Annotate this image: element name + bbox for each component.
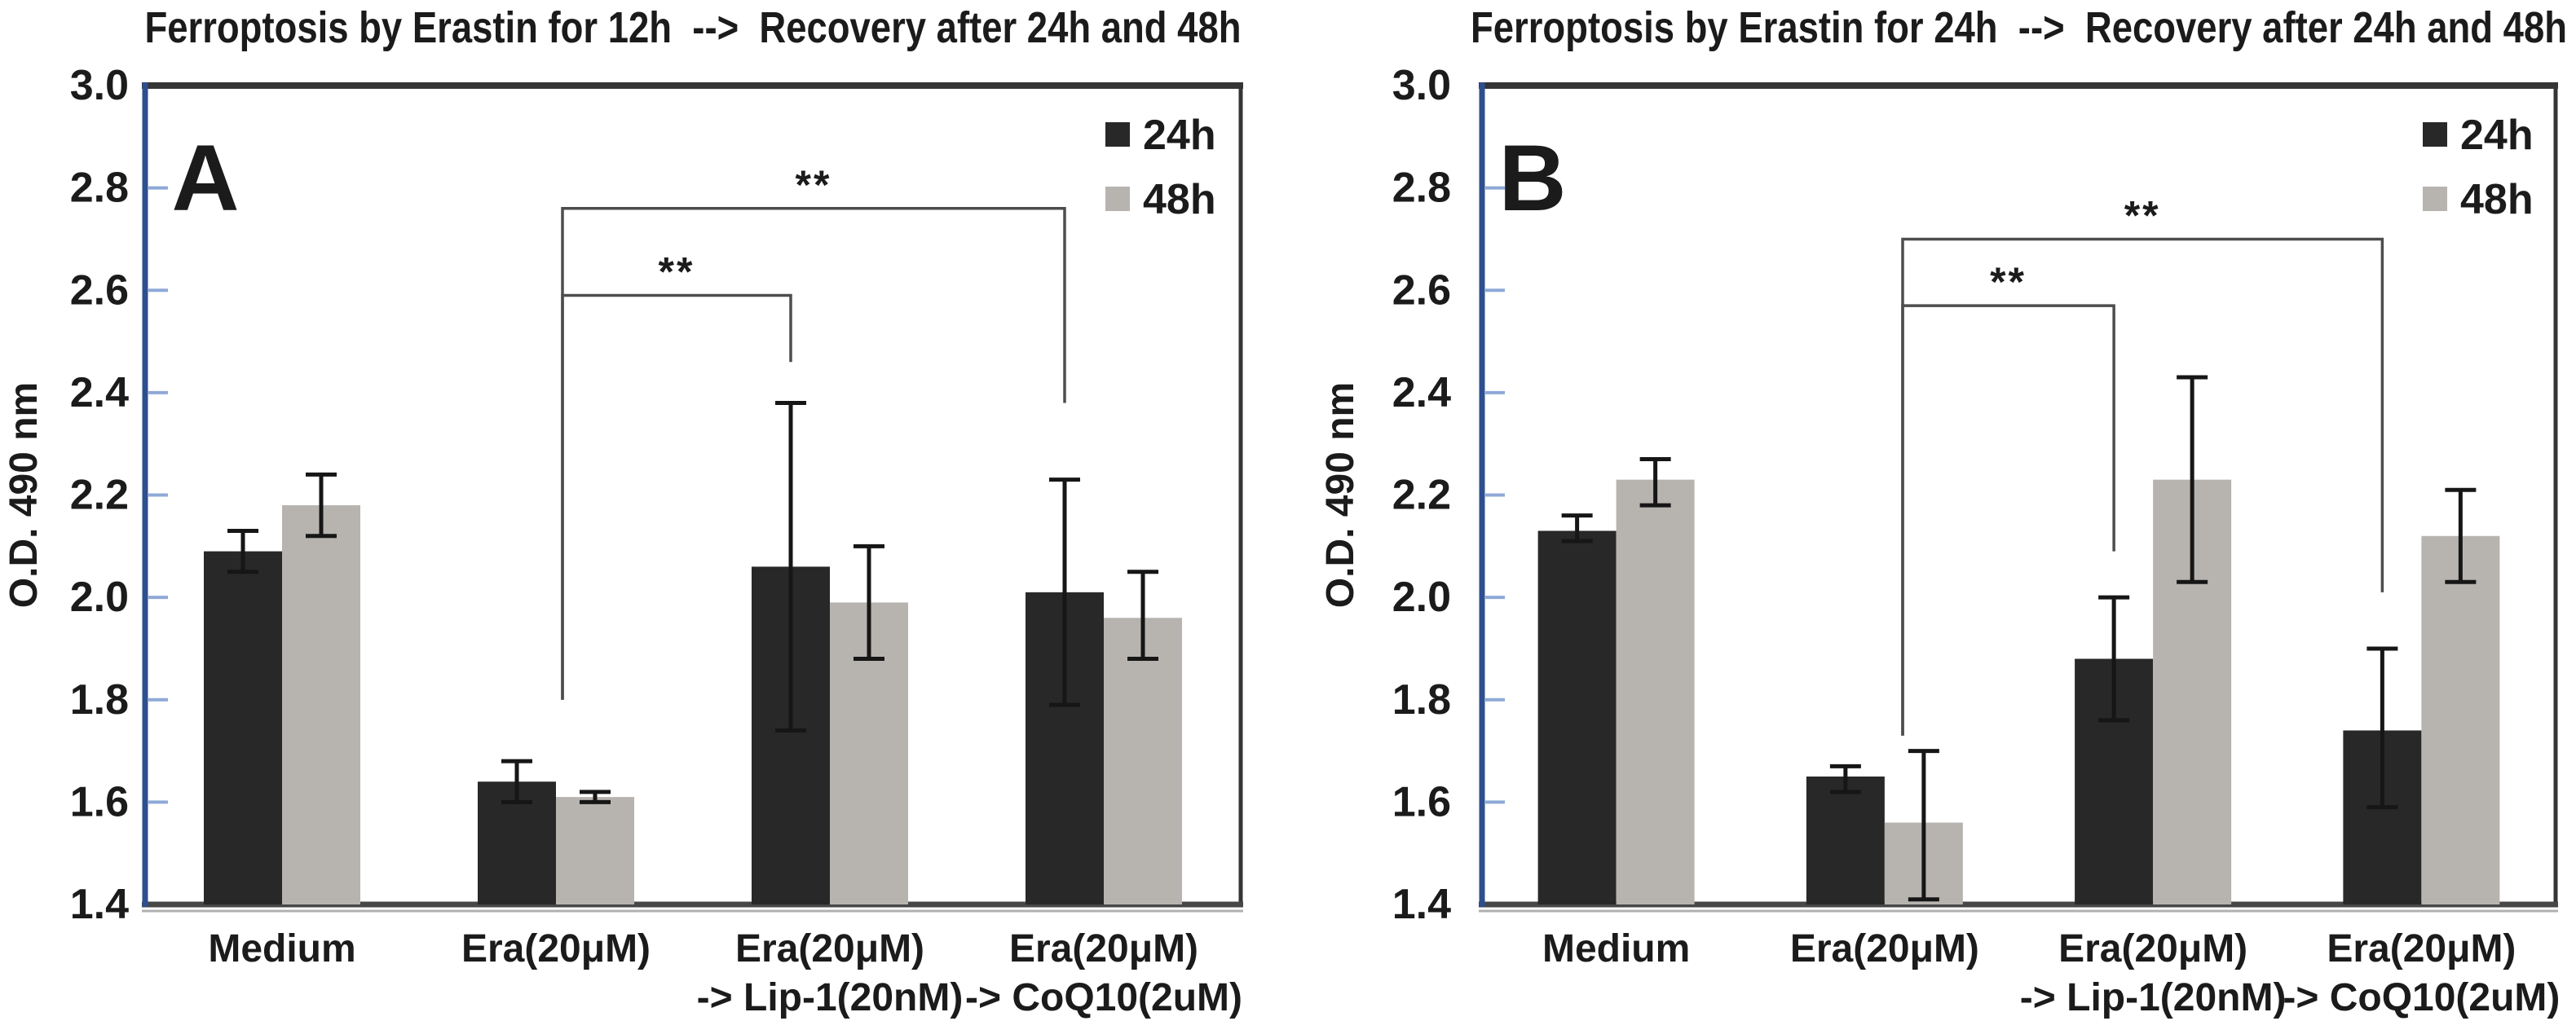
y-tick-label-2.2: 2.2 [70, 472, 129, 519]
bar-48h-cat0 [1616, 479, 1695, 904]
x-category-label-cat2-line0: Era(20μM) [2058, 927, 2247, 970]
x-category-label-cat2-line1: -> Lip-1(20nM) [697, 976, 964, 1019]
y-tick-label-2.6: 2.6 [70, 266, 129, 314]
y-tick-label-1.6: 1.6 [1392, 778, 1451, 825]
y-tick-label-2.6: 2.6 [1392, 266, 1451, 314]
significance-label-1: ** [2124, 192, 2161, 238]
x-category-label-cat0-line0: Medium [1542, 927, 1690, 970]
panel-b: 3.0 2.8 2.6 2.4 2.2 2.0 1.8 1.6 1.4 ** ** Medium Era… [1288, 0, 2576, 1021]
bar-48h-cat3 [2421, 535, 2500, 904]
y-tick-label-2.4: 2.4 [1392, 369, 1451, 416]
bar-24h-cat0 [1537, 530, 1617, 904]
legend-swatch-48h [1105, 187, 1130, 211]
x-category-label-cat3-line1: -> CoQ10(2uM) [2283, 976, 2560, 1019]
y-axis-title: O.D. 490 nm [1319, 382, 1362, 608]
y-tick-label-1.4: 1.4 [1392, 881, 1451, 928]
legend-swatch-24h [1105, 122, 1130, 147]
y-tick-label-1.4: 1.4 [70, 881, 129, 928]
y-tick-label-2.4: 2.4 [70, 369, 129, 416]
bar-48h-cat0 [282, 505, 360, 904]
y-tick-label-1.8: 1.8 [1392, 676, 1451, 724]
legend-label-24h: 24h [1143, 112, 1216, 159]
bar-chart-a: 3.0 2.8 2.6 2.4 2.2 2.0 1.8 1.6 1.4 ** ** Medium Era… [2, 3, 1243, 1019]
x-category-label-cat3-line1: -> CoQ10(2uM) [965, 976, 1242, 1019]
bar-24h-cat0 [204, 551, 282, 904]
bar-48h-cat3 [1104, 618, 1182, 904]
legend-label-48h: 48h [2460, 176, 2534, 223]
x-category-label-cat1-line0: Era(20μM) [1790, 927, 1979, 970]
legend-label-24h: 24h [2460, 112, 2534, 159]
x-category-label-cat0-line0: Medium [208, 927, 355, 970]
significance-bracket-1 [561, 207, 1066, 700]
chart-title: Ferroptosis by Erastin for 24h --> Recov… [1471, 3, 2567, 52]
y-tick-label-2.8: 2.8 [1392, 165, 1451, 212]
chart-title: Ferroptosis by Erastin for 12h --> Recov… [145, 3, 1242, 52]
significance-label-1: ** [796, 162, 832, 208]
y-tick-label-1.6: 1.6 [70, 778, 129, 825]
y-tick-label-2.0: 2.0 [70, 574, 129, 621]
y-tick-label-3.0: 3.0 [70, 62, 129, 109]
bar-48h-cat1 [556, 797, 634, 904]
x-category-label-cat3-line0: Era(20μM) [1009, 927, 1198, 970]
panel-letter: B [1498, 126, 1566, 231]
legend-swatch-48h [2423, 187, 2447, 211]
x-category-label-cat3-line0: Era(20μM) [2327, 927, 2516, 970]
y-tick-label-3.0: 3.0 [1392, 62, 1451, 109]
legend-label-48h: 48h [1143, 176, 1216, 223]
panel-a: 3.0 2.8 2.6 2.4 2.2 2.0 1.8 1.6 1.4 ** ** Medium Era… [2, 3, 1243, 1019]
bar-24h-cat1 [1806, 776, 1885, 904]
significance-label-0: ** [1990, 259, 2027, 305]
significance-bracket-1 [1901, 237, 2384, 736]
x-category-label-cat2-line1: -> Lip-1(20nM) [2020, 976, 2287, 1019]
y-tick-label-1.8: 1.8 [70, 676, 129, 724]
bar-chart-b: 3.0 2.8 2.6 2.4 2.2 2.0 1.8 1.6 1.4 ** ** Medium Era… [1319, 3, 2567, 1019]
legend-swatch-24h [2423, 122, 2447, 147]
y-tick-label-2.0: 2.0 [1392, 574, 1451, 621]
significance-label-0: ** [659, 249, 695, 295]
x-category-label-cat1-line0: Era(20μM) [461, 927, 651, 970]
y-tick-label-2.8: 2.8 [70, 165, 129, 212]
x-category-label-cat2-line0: Era(20μM) [735, 927, 924, 970]
y-axis-title: O.D. 490 nm [2, 382, 46, 608]
panel-letter: A [171, 126, 239, 231]
y-tick-label-2.2: 2.2 [1392, 472, 1451, 519]
